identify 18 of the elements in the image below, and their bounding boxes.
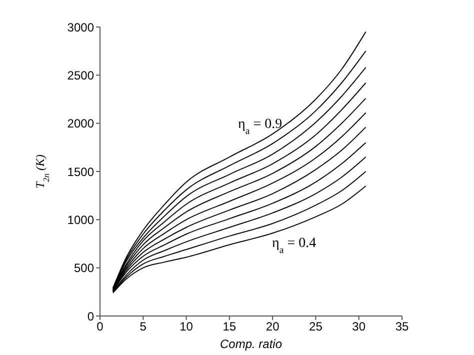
x-tick-label: 10 — [180, 320, 194, 334]
y-tick-label: 1500 — [67, 164, 94, 179]
y-tick-label: 1000 — [67, 212, 94, 227]
annotation: η$_{a}$ = 0.9 — [238, 117, 282, 136]
x-tick-label: 20 — [266, 320, 280, 334]
y-tick-label: 2000 — [67, 116, 94, 131]
y-tick-label: 2500 — [67, 68, 94, 82]
x-tick-label: 35 — [395, 320, 409, 334]
y-tick-label: 500 — [74, 261, 94, 276]
x-tick-label: 30 — [352, 320, 366, 334]
y-tick-label: 3000 — [67, 20, 94, 34]
x-tick-label: 15 — [222, 320, 236, 334]
x-tick-label: 0 — [96, 320, 104, 334]
y-tick-label: 0 — [87, 309, 94, 324]
annotation: η$_{a}$ = 0.4 — [272, 236, 316, 256]
x-tick-label: 25 — [309, 320, 323, 334]
x-axis-title: Comp. ratio — [220, 337, 282, 351]
x-tick-label: 5 — [140, 320, 147, 334]
